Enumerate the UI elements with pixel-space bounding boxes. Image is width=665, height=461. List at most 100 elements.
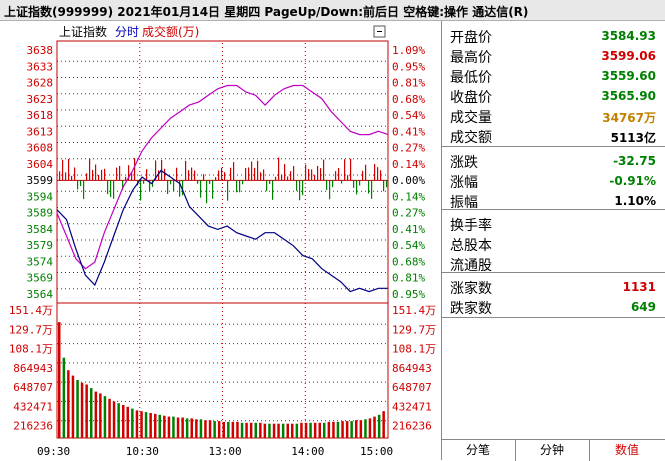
volume-bar [304, 422, 308, 438]
volume-bar [103, 396, 107, 438]
volume-bar [181, 417, 184, 438]
quote-label: 最高价 [450, 50, 492, 66]
pressure-bar [185, 160, 187, 181]
quote-value: -0.91% [609, 174, 656, 188]
pressure-bar [86, 173, 88, 181]
pressure-bar [290, 171, 292, 181]
pressure-bar [341, 180, 343, 184]
pressure-bar [308, 169, 310, 181]
average-price-line [56, 84, 389, 270]
pressure-bar [284, 164, 286, 181]
pressure-bar [59, 171, 61, 181]
price-tick-left: 3574 [27, 255, 54, 268]
price-tick-left: 3613 [27, 125, 54, 138]
pressure-bar [80, 180, 82, 187]
panel-separator [442, 146, 665, 147]
quote-label: 成交额 [450, 130, 492, 146]
pressure-bar [182, 180, 184, 196]
price-tick-right: 0.14% [392, 190, 425, 203]
price-tick-left: 3608 [27, 142, 54, 155]
price-tick-left: 3618 [27, 109, 54, 122]
volume-bar [345, 421, 349, 438]
pressure-bar [311, 169, 313, 181]
pressure-bar [380, 170, 382, 181]
pressure-bar [200, 180, 202, 198]
price-tick-right: 0.81% [392, 77, 425, 90]
pressure-bar [350, 158, 352, 181]
price-tick-left: 3564 [27, 288, 54, 301]
pressure-bar [83, 180, 85, 200]
intraday-chart[interactable]: 上证指数 分时 成交额(万) 3638 1.09% 3633 0.95% 3628 0.81% 3… [0, 21, 440, 460]
volume-bar [249, 422, 253, 438]
quote-value: 1.10% [614, 194, 656, 208]
volume-bar [318, 422, 321, 438]
price-tick-left: 3569 [27, 272, 54, 285]
pressure-bar [122, 180, 124, 191]
chart-svg[interactable]: 上证指数 分时 成交额(万) 3638 1.09% 3633 0.95% 3628 0.81% 3… [0, 21, 440, 460]
pressure-bar [110, 180, 112, 198]
quote-row: 跌家数 649 [442, 297, 662, 317]
pressure-bar [272, 180, 274, 200]
quote-value: 649 [630, 300, 656, 314]
volume-tick-right: 108.1万 [392, 343, 436, 356]
quote-value: 3599.06 [601, 49, 656, 63]
pressure-bar [176, 167, 178, 181]
volume-bar [117, 403, 120, 438]
pressure-bar [131, 172, 133, 181]
title-bar: 上证指数(999999) 2021年01月14日 星期四 PageUp/Down… [0, 0, 665, 21]
pressure-bar [161, 159, 163, 181]
price-tick-right: 0.41% [392, 125, 425, 138]
pressure-bar [362, 170, 364, 181]
quote-row: 最高价 3599.06 [442, 46, 662, 66]
quote-row: 成交量 34767万 [442, 106, 662, 126]
pressure-bar [116, 167, 118, 181]
pressure-bar [68, 158, 70, 181]
volume-bar [172, 416, 175, 438]
tab-ticks[interactable]: 分笔 [441, 440, 516, 461]
volume-bar [373, 416, 376, 438]
quote-label: 跌家数 [450, 301, 492, 317]
pressure-bar [254, 167, 256, 181]
pressure-bar [353, 180, 355, 188]
tab-minutes[interactable]: 分钟 [515, 440, 590, 461]
quote-value: 3559.60 [601, 69, 656, 83]
price-tick-right: 0.95% [392, 60, 425, 73]
pressure-bar [347, 175, 349, 181]
price-tick-right: 0.41% [392, 223, 425, 236]
pressure-bar [173, 180, 175, 192]
bottom-tabs: 分笔 分钟 数值 [441, 439, 665, 461]
volume-bar [350, 421, 353, 438]
quote-label: 涨家数 [450, 281, 492, 297]
pressure-bar [95, 164, 97, 181]
pressure-bar [266, 180, 268, 192]
price-tick-left: 3589 [27, 207, 54, 220]
pressure-bar [146, 169, 148, 181]
pressure-bar [125, 176, 127, 181]
volume-bar [355, 420, 358, 438]
volume-bar [99, 393, 102, 438]
pressure-bar [263, 169, 265, 181]
pressure-bar [236, 180, 238, 193]
pressure-bar [293, 166, 295, 181]
volume-bar [67, 370, 70, 438]
quote-row: 开盘价 3584.93 [442, 26, 662, 46]
volume-bar [291, 423, 294, 438]
pressure-bar [119, 165, 121, 181]
price-tick-right: 0.14% [392, 158, 425, 171]
volume-bar [154, 413, 157, 438]
time-tick: 15:00 [360, 445, 393, 458]
quote-value: -32.75 [613, 154, 656, 168]
volume-tick-left: 864943 [13, 362, 53, 375]
tab-values[interactable]: 数值 [589, 440, 665, 461]
volume-bar [323, 422, 326, 438]
volume-bar [222, 421, 225, 438]
pressure-bar [104, 168, 106, 181]
time-tick: 14:00 [291, 445, 324, 458]
price-tick-left: 3594 [27, 190, 54, 203]
pressure-bar [287, 176, 289, 181]
volume-bar [368, 418, 372, 438]
volume-bar [245, 422, 248, 438]
quote-row: 收盘价 3565.90 [442, 86, 662, 106]
price-tick-left: 3599 [27, 174, 54, 187]
quote-label: 总股本 [450, 238, 492, 254]
